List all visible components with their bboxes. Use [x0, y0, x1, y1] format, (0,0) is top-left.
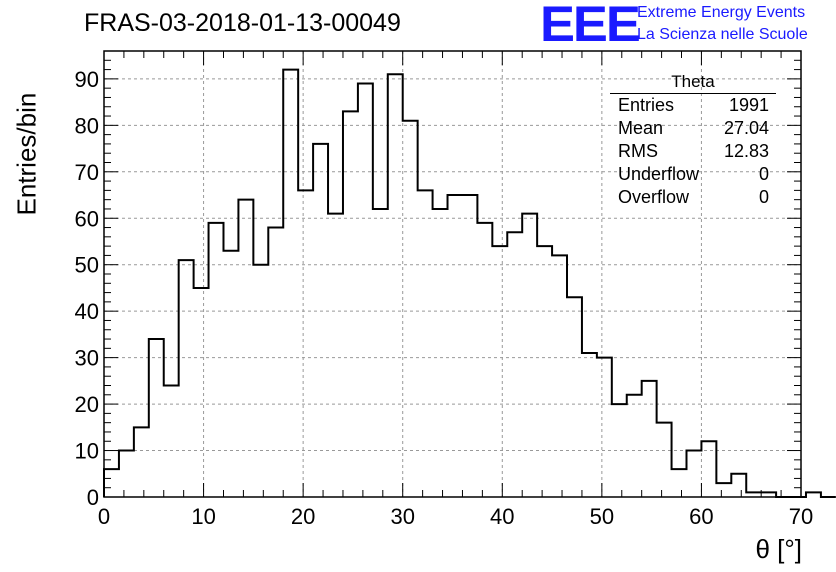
x-tick-label: 10	[191, 504, 215, 529]
y-tick-label: 60	[75, 206, 99, 231]
histogram-bin	[507, 232, 522, 497]
histogram-bin	[403, 121, 418, 497]
histogram-bin	[462, 195, 477, 497]
histogram-bin	[119, 451, 134, 497]
y-tick-label: 50	[75, 253, 99, 278]
histogram-bin	[223, 251, 238, 497]
histogram-bin	[492, 246, 507, 497]
histogram-bin	[552, 255, 567, 497]
chart-title: FRAS-03-2018-01-13-00049	[84, 9, 401, 37]
stats-value: 0	[758, 164, 769, 184]
x-axis-label: θ [°]	[755, 534, 802, 564]
histogram-bin	[448, 195, 463, 497]
histogram-bin	[701, 441, 716, 497]
y-tick-label: 90	[75, 67, 99, 92]
histogram-bin	[731, 474, 746, 497]
histogram-bin	[388, 74, 403, 497]
x-tick-label: 70	[789, 504, 813, 529]
histogram-bin	[597, 358, 612, 497]
histogram-bin	[672, 469, 687, 497]
x-tick-label: 0	[98, 504, 110, 529]
histogram-bin	[567, 297, 582, 497]
stats-value: 1991	[728, 95, 769, 115]
stats-row-overflow: Overflow 0	[610, 186, 776, 209]
x-tick-label: 60	[689, 504, 713, 529]
stats-value: 0	[758, 187, 769, 207]
histogram-bin	[253, 265, 268, 497]
histogram-bin	[716, 483, 731, 497]
histogram-bin	[298, 190, 313, 497]
histogram-bin	[343, 111, 358, 497]
stats-box: Theta Entries 1991 Mean 27.04 RMS 12.83 …	[610, 72, 776, 209]
stats-row-entries: Entries 1991	[610, 94, 776, 117]
histogram-bin	[522, 214, 537, 497]
y-tick-label: 40	[75, 299, 99, 324]
stats-title: Theta	[610, 72, 776, 94]
histogram-bin	[149, 339, 164, 497]
stats-label: RMS	[618, 141, 658, 161]
y-tick-label: 10	[75, 439, 99, 464]
stats-label: Entries	[618, 95, 675, 115]
histogram-bin	[194, 288, 209, 497]
histogram-bin	[209, 223, 224, 497]
stats-value: 27.04	[723, 118, 769, 138]
x-tick-label: 30	[390, 504, 414, 529]
histogram-bin	[268, 228, 283, 497]
stats-label: Overflow	[618, 187, 690, 207]
histogram-bin	[283, 70, 298, 497]
y-tick-label: 30	[75, 346, 99, 371]
histogram-bin	[806, 492, 821, 497]
y-axis-label: Entries/bin	[11, 92, 42, 216]
histogram-bin	[686, 451, 701, 497]
x-tick-label: 40	[490, 504, 514, 529]
stats-row-underflow: Underflow 0	[610, 163, 776, 186]
y-axis-label-wrapper: Entries/bin	[8, 93, 42, 216]
histogram-bin	[104, 469, 119, 497]
histogram-bin	[433, 209, 448, 497]
histogram-bin	[612, 404, 627, 497]
y-tick-label: 20	[75, 392, 99, 417]
logo-line-2: La Scienza nelle Scuole	[637, 26, 808, 43]
histogram-bin	[238, 200, 253, 497]
y-tick-label: 80	[75, 113, 99, 138]
y-tick-label: 0	[87, 485, 99, 510]
x-tick-label: 20	[291, 504, 315, 529]
stats-row-rms: RMS 12.83	[610, 140, 776, 163]
histogram-bin	[179, 260, 194, 497]
x-tick-label: 50	[590, 504, 614, 529]
histogram-series	[103, 68, 836, 498]
y-tick-label: 70	[75, 160, 99, 185]
logo-line-1: Extreme Energy Events	[637, 4, 806, 21]
histogram-bin	[627, 395, 642, 497]
stats-value: 12.83	[723, 141, 769, 161]
histogram-bin	[328, 214, 343, 497]
histogram-bin	[313, 144, 328, 497]
histogram-bin	[537, 246, 552, 497]
histogram-bin	[642, 381, 657, 497]
histogram-bin	[164, 386, 179, 498]
histogram-bin	[657, 423, 672, 497]
histogram-bin	[134, 427, 149, 497]
histogram-bin	[477, 223, 492, 497]
stats-label: Underflow	[618, 164, 700, 184]
stats-row-mean: Mean 27.04	[610, 117, 776, 140]
histogram-bin	[582, 353, 597, 497]
eee-logo: EEE	[540, 0, 641, 52]
histogram-bin	[373, 209, 388, 497]
histogram-bin	[358, 84, 373, 497]
histogram-bin	[418, 190, 433, 497]
stats-label: Mean	[618, 118, 664, 138]
